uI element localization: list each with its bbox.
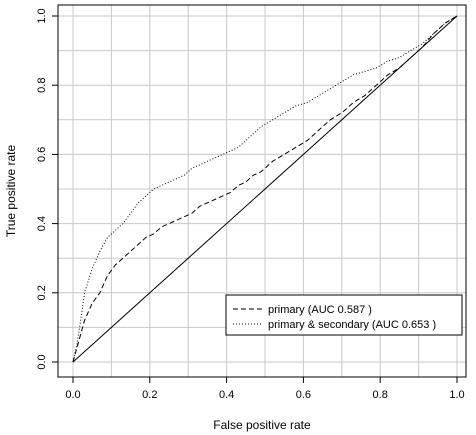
x-tick-label: 0.8	[373, 389, 388, 401]
plot-frame	[57, 4, 467, 378]
y-tick-label: 0.2	[36, 285, 48, 300]
x-axis: 0.0 0.2 0.4 0.6 0.8 1.0	[65, 377, 465, 401]
x-tick-label: 0.0	[65, 389, 80, 401]
legend: primary (AUC 0.587 ) primary & secondary…	[225, 294, 463, 336]
y-tick-label: 0.0	[36, 354, 48, 369]
legend-label-primary-secondary: primary & secondary (AUC 0.653 )	[268, 319, 436, 331]
y-axis-title: True positive rate	[4, 145, 18, 238]
legend-box	[225, 294, 463, 336]
y-tick-label: 0.6	[36, 147, 48, 162]
x-tick-label: 0.4	[219, 389, 234, 401]
series-line-primary-secondary	[72, 15, 458, 363]
x-tick-label: 0.6	[296, 389, 311, 401]
x-tick-label: 0.2	[142, 389, 157, 401]
x-axis-title: False positive rate	[213, 418, 311, 432]
y-tick-label: 1.0	[36, 8, 48, 23]
series-line-primary	[72, 15, 458, 363]
y-tick-label: 0.4	[36, 216, 48, 231]
series-group	[72, 15, 458, 363]
legend-label-primary: primary (AUC 0.587 )	[268, 304, 372, 316]
y-tick-label: 0.8	[36, 78, 48, 93]
x-tick-label: 1.0	[449, 389, 464, 401]
y-axis: 0.0 0.2 0.4 0.6 0.8 1.0	[36, 8, 58, 370]
diagonal-reference-line	[72, 15, 458, 363]
